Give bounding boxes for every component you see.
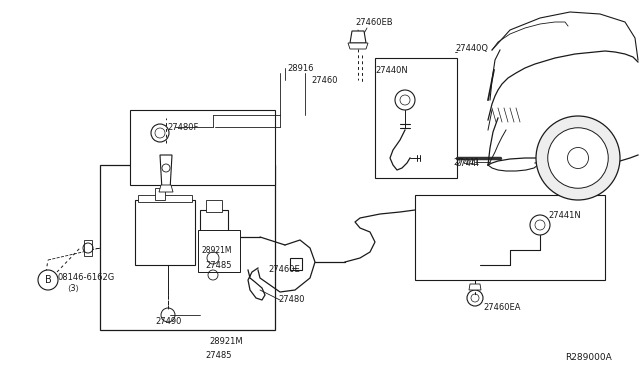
Text: R289000A: R289000A [565, 353, 612, 362]
Text: 27460EB: 27460EB [355, 17, 392, 26]
Text: 27480: 27480 [278, 295, 305, 305]
Circle shape [536, 116, 620, 200]
Text: 08146-6162G: 08146-6162G [57, 273, 115, 282]
Polygon shape [348, 43, 368, 49]
Circle shape [548, 128, 608, 188]
Bar [130, 110, 275, 185]
Text: 27441: 27441 [453, 157, 479, 167]
Polygon shape [160, 155, 172, 190]
Bar [100, 165, 275, 330]
Bar [206, 200, 222, 212]
Text: 27460E: 27460E [268, 266, 300, 275]
Polygon shape [159, 185, 173, 192]
Bar [290, 258, 302, 270]
Text: 28921M: 28921M [202, 246, 232, 254]
Text: 27440Q: 27440Q [455, 44, 488, 52]
Polygon shape [84, 240, 92, 256]
Text: 27480F: 27480F [167, 122, 198, 131]
Text: ⟨3⟩: ⟨3⟩ [67, 283, 79, 292]
Text: 27440N: 27440N [375, 65, 408, 74]
Circle shape [38, 270, 58, 290]
Polygon shape [138, 195, 192, 202]
Polygon shape [155, 188, 165, 200]
Polygon shape [135, 200, 195, 265]
Polygon shape [469, 284, 481, 290]
Bar [198, 230, 240, 272]
Text: 27485: 27485 [205, 260, 232, 269]
Text: 2744I: 2744I [455, 158, 479, 167]
Bar [148, 210, 178, 240]
Text: 27460EA: 27460EA [483, 304, 520, 312]
Text: 28916: 28916 [287, 64, 314, 73]
Bar [200, 210, 228, 255]
Circle shape [568, 148, 589, 169]
Text: 27460: 27460 [311, 76, 337, 84]
Bar [375, 58, 457, 178]
Text: 27441N: 27441N [548, 211, 580, 219]
Text: 27485: 27485 [205, 350, 232, 359]
Polygon shape [350, 31, 366, 43]
Text: B: B [45, 275, 51, 285]
Bar [415, 195, 605, 280]
Text: 27490: 27490 [155, 317, 181, 327]
Text: 28921M: 28921M [209, 337, 243, 346]
